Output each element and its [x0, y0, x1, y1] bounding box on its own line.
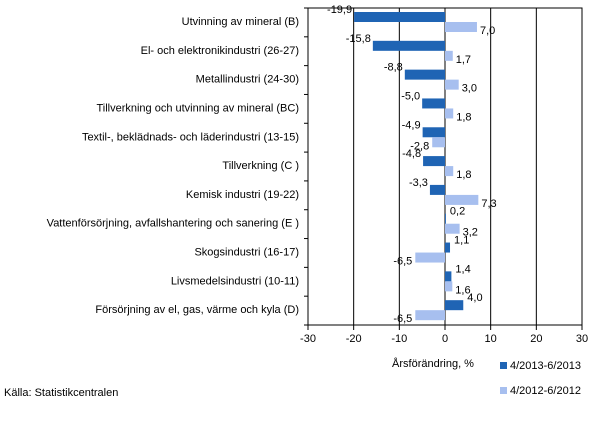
category-label: El- och elektronikindustri (26-27) [141, 45, 299, 57]
bar [372, 40, 445, 51]
category-label: Vattenförsörjning, avfallshantering och … [47, 218, 299, 230]
x-tick-label: 20 [530, 333, 542, 345]
legend-swatch [500, 362, 507, 369]
legend-label: 4/2013-6/2013 [510, 360, 581, 372]
x-tick-label: -30 [300, 333, 316, 345]
bar [445, 223, 460, 234]
data-label: 3,2 [463, 227, 478, 239]
bar [423, 156, 445, 167]
category-label: Tillverkning (C ) [222, 160, 299, 172]
bar [445, 50, 453, 61]
data-label: 0,2 [450, 206, 465, 218]
bar [445, 300, 464, 311]
legend-label: 4/2012-6/2012 [510, 385, 581, 397]
category-label: Livsmedelsindustri (10-11) [171, 275, 299, 287]
category-label: Tillverkning och utvinning av mineral (B… [96, 102, 299, 114]
bar [445, 79, 459, 90]
bar [445, 194, 479, 205]
category-label: Skogsindustri (16-17) [194, 247, 299, 259]
data-label: 1,6 [455, 284, 470, 296]
source-note: Källa: Statistikcentralen [4, 387, 119, 399]
bar [445, 166, 454, 177]
data-label: 1,7 [456, 54, 471, 66]
bar [445, 213, 446, 224]
x-tick-label: -20 [346, 333, 362, 345]
bar [445, 242, 451, 253]
category-label: Försörjning av el, gas, värme och kyla (… [95, 304, 299, 316]
data-label: -2,8 [410, 140, 429, 152]
data-label: -19,9 [327, 4, 352, 16]
data-label: 1,8 [456, 111, 471, 123]
x-tick-label: 10 [485, 333, 497, 345]
data-label: -6,5 [393, 313, 412, 325]
bar [354, 12, 445, 22]
bar [422, 127, 445, 138]
data-label: -3,3 [409, 177, 428, 189]
category-label: Utvinning av mineral (B) [182, 16, 299, 28]
x-tick-label: 30 [576, 333, 588, 345]
bar [445, 108, 454, 119]
data-label: 3,0 [462, 83, 477, 95]
bar [415, 310, 445, 321]
bar [429, 184, 445, 195]
bar [404, 69, 445, 80]
data-label: 7,0 [480, 25, 495, 37]
data-label: -6,5 [393, 256, 412, 268]
legend-swatch [500, 387, 507, 394]
data-label: 7,3 [481, 198, 496, 210]
data-label: -8,8 [384, 62, 403, 74]
x-axis-title: Årsförändring, % [392, 357, 474, 370]
bar [432, 137, 445, 148]
data-label: 1,1 [454, 235, 469, 247]
data-label: 1,4 [455, 263, 470, 275]
data-label: 4,0 [467, 292, 482, 304]
data-label: -5,0 [401, 90, 420, 102]
category-label: Metallindustri (24-30) [196, 74, 299, 86]
bar [415, 252, 445, 263]
data-label: -15,8 [346, 33, 371, 45]
data-label: -4,9 [402, 119, 421, 131]
x-tick-label: 0 [442, 333, 448, 345]
bar [445, 271, 452, 282]
bar [445, 22, 477, 32]
bar [422, 98, 445, 109]
bar [445, 281, 453, 292]
x-tick-label: -10 [391, 333, 407, 345]
category-label: Kemisk industri (19-22) [186, 189, 299, 201]
data-label: 1,8 [456, 169, 471, 181]
category-label: Textil-, beklädnads- och läderindustri (… [82, 131, 299, 143]
data-label: -4,8 [402, 148, 421, 160]
